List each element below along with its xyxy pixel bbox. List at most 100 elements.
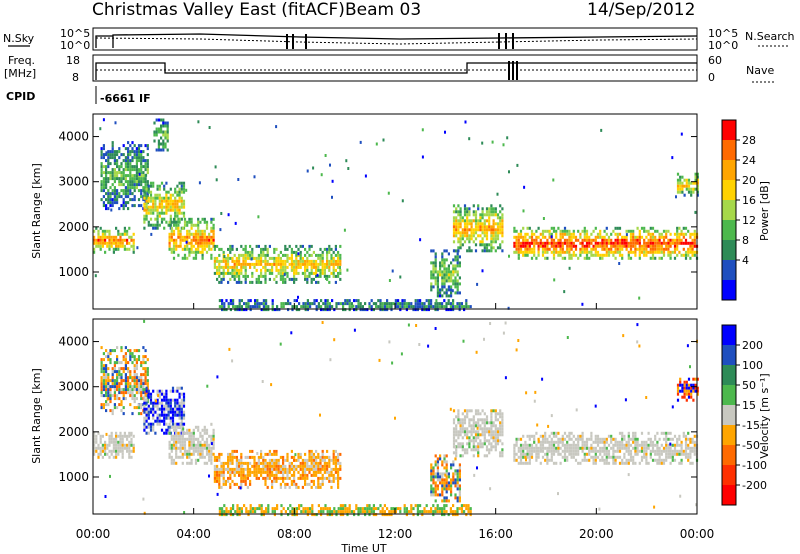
echo-cell bbox=[144, 370, 147, 374]
echo-cell bbox=[603, 446, 606, 450]
echo-cell bbox=[386, 299, 389, 303]
echo-cell bbox=[293, 470, 296, 474]
echo-cell bbox=[459, 207, 462, 211]
echo-cell bbox=[101, 446, 104, 450]
echo-cell bbox=[164, 136, 167, 140]
echo-cell bbox=[501, 427, 504, 431]
echo-cell bbox=[166, 139, 169, 143]
echo-cell bbox=[432, 493, 435, 497]
echo-cell bbox=[572, 440, 575, 444]
echo-cell bbox=[213, 464, 216, 468]
echo-cell bbox=[160, 407, 164, 411]
echo-cell bbox=[477, 234, 480, 238]
echo-cell bbox=[171, 425, 175, 429]
echo-cell bbox=[224, 461, 227, 465]
echo-cell bbox=[232, 302, 235, 306]
echo-cell bbox=[656, 449, 659, 453]
echo-cell bbox=[452, 258, 455, 262]
echo-cell bbox=[167, 413, 170, 417]
echo-cell bbox=[568, 250, 571, 254]
echo-cell bbox=[640, 431, 644, 435]
noise-cell bbox=[114, 121, 117, 125]
echo-cell bbox=[180, 217, 183, 221]
echo-cell bbox=[129, 403, 132, 407]
echo-cell bbox=[246, 262, 249, 266]
echo-cell bbox=[492, 439, 495, 443]
echo-cell bbox=[212, 226, 215, 230]
echo-cell bbox=[229, 271, 232, 275]
echo-cell bbox=[479, 412, 482, 416]
echo-cell bbox=[102, 358, 105, 362]
echo-cell bbox=[430, 305, 433, 309]
echo-cell bbox=[152, 199, 155, 203]
echo-cell bbox=[183, 223, 187, 227]
echo-cell bbox=[257, 464, 260, 468]
echo-cell bbox=[129, 180, 132, 184]
echo-cell bbox=[447, 285, 450, 289]
echo-cell bbox=[559, 440, 562, 444]
echo-cell bbox=[456, 484, 459, 488]
echo-cell bbox=[229, 452, 232, 456]
echo-cell bbox=[494, 240, 497, 244]
echo-cell bbox=[651, 443, 655, 447]
echo-cell bbox=[137, 391, 141, 395]
echo-cell bbox=[257, 253, 260, 257]
echo-cell bbox=[640, 226, 644, 230]
echo-cell bbox=[122, 412, 125, 416]
echo-cell bbox=[459, 445, 462, 449]
echo-cell bbox=[468, 213, 471, 217]
echo-cell bbox=[315, 473, 318, 477]
echo-cell bbox=[282, 479, 285, 483]
echo-cell bbox=[111, 147, 114, 151]
echo-cell bbox=[625, 446, 628, 450]
echo-cell bbox=[177, 229, 180, 233]
echo-cell bbox=[430, 276, 433, 280]
echo-cell bbox=[201, 455, 204, 459]
echo-cell bbox=[216, 244, 219, 248]
echo-cell bbox=[555, 250, 558, 254]
echo-cell bbox=[275, 262, 278, 266]
echo-cell bbox=[152, 389, 155, 393]
echo-cell bbox=[133, 174, 136, 178]
echo-cell bbox=[273, 464, 276, 468]
echo-cell bbox=[110, 437, 113, 441]
echo-cell bbox=[113, 403, 116, 407]
echo-cell bbox=[324, 299, 327, 303]
echo-cell bbox=[183, 452, 187, 456]
echo-cell bbox=[479, 418, 482, 422]
echo-cell bbox=[158, 392, 161, 396]
echo-cell bbox=[658, 446, 661, 450]
echo-cell bbox=[179, 244, 182, 248]
echo-cell bbox=[432, 264, 435, 268]
echo-cell bbox=[116, 358, 119, 362]
echo-cell bbox=[275, 473, 278, 477]
echo-cell bbox=[434, 460, 437, 464]
echo-cell bbox=[555, 235, 558, 239]
echo-cell bbox=[452, 418, 456, 422]
echo-cell bbox=[171, 422, 175, 426]
echo-cell bbox=[667, 443, 670, 447]
echo-cell bbox=[180, 404, 183, 408]
echo-cell bbox=[286, 452, 289, 456]
echo-cell bbox=[160, 202, 164, 206]
echo-cell bbox=[112, 437, 115, 441]
echo-cell bbox=[102, 171, 105, 175]
echo-cell bbox=[218, 455, 221, 459]
echo-cell bbox=[95, 434, 98, 438]
echo-cell bbox=[154, 410, 157, 414]
echo-cell bbox=[660, 244, 663, 248]
echo-cell bbox=[121, 455, 124, 459]
echo-cell bbox=[334, 458, 337, 462]
echo-cell bbox=[128, 235, 131, 239]
echo-cell bbox=[127, 379, 130, 383]
echo-cell bbox=[167, 205, 170, 209]
echo-cell bbox=[120, 204, 123, 208]
echo-cell bbox=[235, 271, 238, 275]
echo-cell bbox=[257, 262, 260, 266]
echo-cell bbox=[583, 455, 586, 459]
echo-cell bbox=[312, 458, 315, 462]
echo-cell bbox=[585, 256, 589, 260]
echo-cell bbox=[121, 232, 124, 236]
echo-cell bbox=[115, 455, 118, 459]
echo-cell bbox=[432, 466, 435, 470]
